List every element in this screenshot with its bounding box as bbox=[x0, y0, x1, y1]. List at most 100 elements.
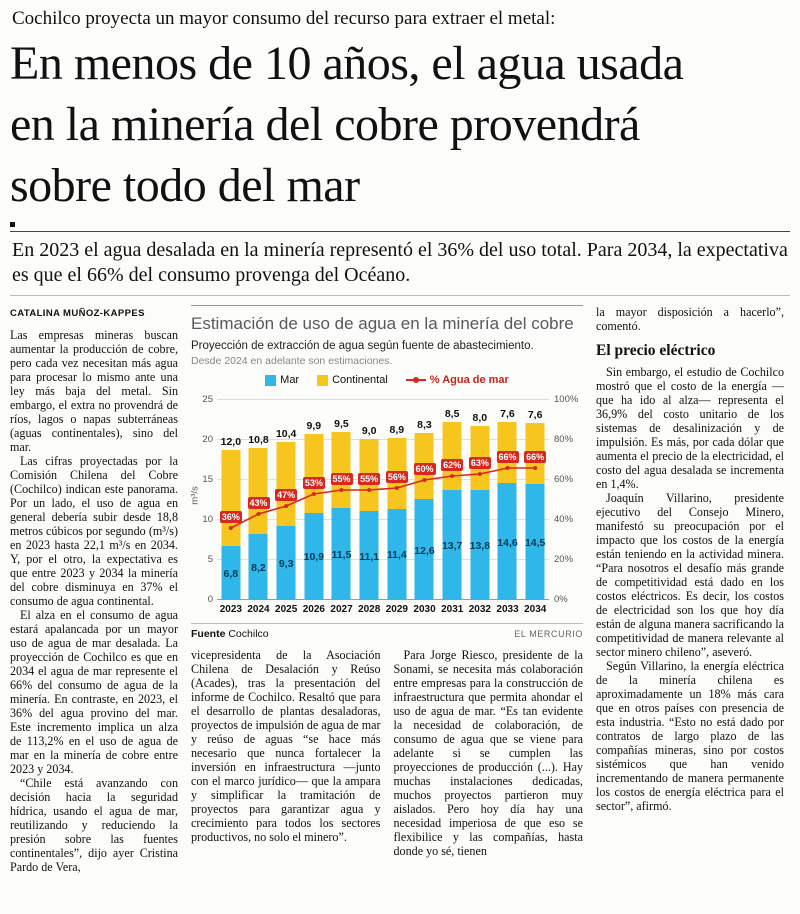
paragraph: “Chile está avanzando con decisión hacia… bbox=[10, 776, 178, 874]
pct-label: 36% bbox=[219, 511, 242, 523]
paragraph: Sin embargo, el estudio de Cochilco most… bbox=[596, 365, 784, 491]
continental-segment bbox=[442, 422, 462, 491]
article-body: CATALINA MUÑOZ-KAPPES Las empresas miner… bbox=[10, 305, 790, 874]
line-swatch bbox=[405, 377, 426, 383]
continental-segment bbox=[276, 442, 296, 526]
pct-label: 56% bbox=[385, 471, 408, 483]
x-tick: 2026 bbox=[302, 604, 325, 615]
chart-title: Estimación de uso de agua en la minería … bbox=[191, 314, 574, 333]
y2-tick: 60% bbox=[554, 474, 574, 485]
y-tick: 0 bbox=[207, 594, 213, 605]
mar-value-label: 11,1 bbox=[359, 550, 380, 563]
legend-item: % Agua de mar bbox=[405, 374, 509, 386]
paragraph: El alza en el consumo de agua estará apa… bbox=[10, 608, 178, 776]
pct-label: 53% bbox=[302, 477, 325, 489]
mar-value-label: 8,2 bbox=[251, 562, 266, 575]
legend-item: Mar bbox=[265, 374, 299, 386]
mar-value-label: 12,6 bbox=[414, 544, 435, 557]
mar-segment bbox=[304, 512, 324, 600]
mar-value-label: 10,9 bbox=[303, 551, 325, 564]
pct-label: 66% bbox=[496, 451, 519, 463]
bar-group: 8,0 13,8 bbox=[466, 400, 494, 600]
plot-area: m³/s 0 5 10 15 20 25 12,0 6,8 10,8 8,2 10,4 9,3 9,9… bbox=[190, 394, 583, 605]
subheading: El precio eléctrico bbox=[596, 342, 716, 359]
x-tick: 2028 bbox=[358, 604, 381, 615]
paragraph: Las empresas mineras buscan aumentar la … bbox=[10, 328, 178, 454]
pct-label: 60% bbox=[413, 463, 436, 475]
legend-label: % Agua de mar bbox=[429, 374, 509, 386]
paragraph: Las cifras proyectadas por la Comisión C… bbox=[10, 454, 178, 608]
newspaper-page: Cochilco proyecta un mayor consumo del r… bbox=[10, 8, 790, 874]
divider-top bbox=[10, 231, 790, 232]
stacked-bar bbox=[442, 422, 462, 600]
y-tick: 15 bbox=[202, 474, 213, 485]
column-3-text: Para Jorge Riesco, presidente de la Sona… bbox=[394, 648, 584, 858]
middle-columns: vicepresidenta de la Asociación Chilena … bbox=[191, 648, 583, 858]
kicker: Cochilco proyecta un mayor consumo del r… bbox=[12, 8, 556, 29]
continental-value-label: 12,0 bbox=[220, 435, 242, 448]
x-tick: 2031 bbox=[441, 604, 464, 615]
mar-value-label: 14,5 bbox=[524, 537, 546, 549]
stacked-bar bbox=[276, 442, 296, 600]
continental-value-label: 10,4 bbox=[275, 428, 297, 441]
byline: CATALINA MUÑOZ-KAPPES bbox=[10, 308, 145, 319]
plot: 12,0 6,8 10,8 8,2 10,4 9,3 9,9 10,9 9,5 11,5 9,0 11… bbox=[217, 399, 549, 600]
mar-segment bbox=[276, 525, 296, 600]
column-4-intro: la mayor disposición a hacerlo”, comentó… bbox=[596, 305, 784, 333]
column-4: la mayor disposición a hacerlo”, comentó… bbox=[596, 305, 784, 874]
bar-group: 8,3 12,6 bbox=[411, 400, 439, 600]
bar-group: 9,9 10,9 bbox=[300, 400, 328, 600]
headline: En menos de 10 años, el agua usada en la… bbox=[10, 37, 684, 212]
x-tick: 2032 bbox=[468, 604, 491, 615]
chart-legend: Mar Continental % Agua de mar bbox=[191, 374, 583, 386]
paragraph: Según Villarino, la energía eléctrica de… bbox=[596, 659, 784, 813]
continental-value-label: 8,3 bbox=[417, 418, 432, 431]
paragraph: Para Jorge Riesco, presidente de la Sona… bbox=[393, 648, 584, 858]
x-tick: 2034 bbox=[524, 604, 547, 615]
continental-value-label: 9,5 bbox=[334, 418, 349, 430]
pct-label: 47% bbox=[275, 489, 298, 501]
source-name: Cochilco bbox=[228, 628, 269, 640]
section-bullet bbox=[10, 222, 15, 227]
stacked-bar bbox=[414, 432, 434, 600]
column-1-text: Las empresas mineras buscan aumentar la … bbox=[10, 328, 178, 874]
y2-tick: 40% bbox=[554, 514, 574, 525]
mar-segment bbox=[387, 508, 407, 600]
pct-label: 63% bbox=[468, 457, 491, 469]
legend-label: Mar bbox=[280, 374, 300, 386]
continental-segment bbox=[248, 448, 268, 535]
mar-value-label: 13,7 bbox=[441, 540, 463, 553]
divider-deck bbox=[10, 295, 790, 296]
article-header: Cochilco proyecta un mayor consumo del r… bbox=[10, 8, 790, 296]
continental-value-label: 8,5 bbox=[444, 408, 460, 421]
y-tick: 10 bbox=[202, 514, 213, 525]
chart-note: Desde 2024 en adelante son estimaciones. bbox=[191, 355, 393, 367]
chart: Estimación de uso de agua en la minería … bbox=[190, 305, 583, 640]
x-axis: 2023 2024 2025 2026 2027 2028 2029 2030 2031 2032… bbox=[217, 604, 549, 615]
column-2-text: vicepresidenta de la Asociación Chilena … bbox=[191, 648, 381, 858]
stacked-bar bbox=[470, 425, 490, 600]
mar-segment bbox=[331, 508, 351, 600]
continental-value-label: 9,9 bbox=[306, 419, 322, 432]
x-tick: 2029 bbox=[385, 604, 408, 615]
continental-value-label: 7,6 bbox=[527, 409, 543, 422]
x-tick: 2033 bbox=[496, 604, 519, 615]
continental-value-label: 10,8 bbox=[248, 434, 269, 446]
stacked-bar bbox=[304, 433, 324, 600]
deck: En 2023 el agua desalada en la minería r… bbox=[12, 239, 788, 286]
bar-group: 8,5 13,7 bbox=[438, 400, 466, 600]
gridline bbox=[217, 559, 549, 560]
bar-group: 9,5 11,5 bbox=[328, 400, 356, 600]
y2-tick: 0% bbox=[554, 594, 568, 605]
pct-label: 55% bbox=[358, 473, 381, 485]
source-label: Fuente bbox=[191, 628, 226, 640]
gridline bbox=[217, 399, 549, 400]
gridline bbox=[217, 599, 549, 600]
mar-value-label: 11,5 bbox=[331, 549, 352, 561]
column-1: CATALINA MUÑOZ-KAPPES Las empresas miner… bbox=[10, 305, 178, 874]
y2-tick: 80% bbox=[554, 434, 574, 445]
paragraph: la mayor disposición a hacerlo”, comentó… bbox=[596, 305, 784, 333]
stacked-bar bbox=[387, 437, 407, 600]
stacked-bar bbox=[497, 422, 517, 600]
paragraph: vicepresidenta de la Asociación Chilena … bbox=[191, 648, 381, 844]
